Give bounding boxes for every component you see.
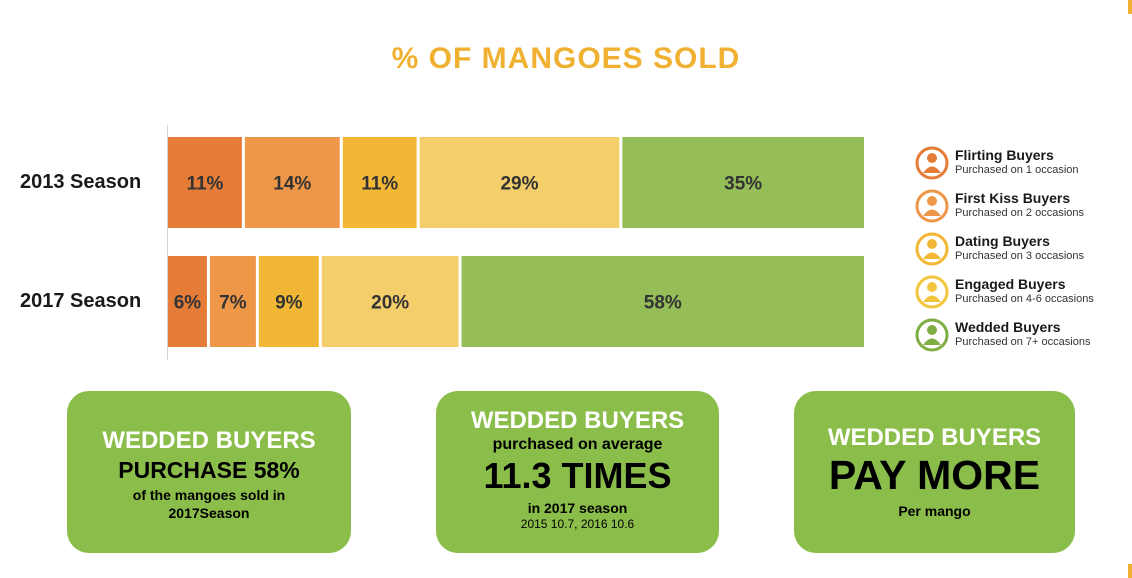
- person-icon: [915, 318, 949, 352]
- data-label: 7%: [219, 293, 247, 314]
- data-label: 58%: [644, 293, 682, 314]
- card-big-text: 11.3 TIMES: [483, 455, 672, 496]
- card-heading: WEDDED BUYERS: [470, 407, 685, 434]
- legend-name: First Kiss Buyers: [955, 190, 1071, 206]
- data-label: 35%: [724, 174, 762, 195]
- card-heading: WEDDED BUYERS: [827, 424, 1042, 451]
- card-heading: WEDDED BUYERS: [102, 427, 316, 454]
- bar-segment: [461, 256, 864, 347]
- legend-name: Wedded Buyers: [955, 319, 1061, 335]
- stat-card-average-purchases: WEDDED BUYERS purchased on average 11.3 …: [436, 391, 719, 553]
- person-icon: [915, 275, 949, 309]
- card-big-text: PAY MORE: [828, 452, 1041, 498]
- legend-item-dating: Dating Buyers Purchased on 3 occasions: [915, 232, 1125, 275]
- legend-sub: Purchased on 2 occasions: [955, 207, 1085, 219]
- legend-name: Engaged Buyers: [955, 276, 1066, 292]
- data-label: 6%: [174, 293, 202, 314]
- data-label: 9%: [275, 293, 303, 314]
- person-icon: [915, 146, 949, 180]
- legend-sub: Purchased on 7+ occasions: [955, 336, 1091, 348]
- data-label: 11%: [186, 174, 223, 195]
- legend-item-flirting: Flirting Buyers Purchased on 1 occasion: [915, 146, 1125, 189]
- bar-segment: [258, 256, 319, 347]
- legend-item-wedded: Wedded Buyers Purchased on 7+ occasions: [915, 318, 1125, 361]
- legend-item-engaged: Engaged Buyers Purchased on 4-6 occasion…: [915, 275, 1125, 318]
- corner-accent: [1128, 0, 1132, 14]
- corner-accent: [1128, 564, 1132, 578]
- legend-sub: Purchased on 1 occasion: [955, 164, 1079, 176]
- legend-name: Dating Buyers: [955, 233, 1050, 249]
- card-line: 2015 10.7, 2016 10.6: [520, 517, 635, 531]
- bar-segment: [342, 137, 417, 228]
- card-line: Per mango: [898, 503, 971, 519]
- card-line: purchased on average: [492, 436, 663, 453]
- legend-sub: Purchased on 3 occasions: [955, 250, 1085, 262]
- person-icon: [915, 232, 949, 266]
- bar-segment: [419, 137, 620, 228]
- legend: Flirting Buyers Purchased on 1 occasion …: [915, 146, 1125, 361]
- row-label-2013: 2013 Season: [20, 171, 142, 193]
- data-label: 14%: [273, 174, 311, 195]
- bar-segment: [209, 256, 256, 347]
- bar-segment: [622, 137, 864, 228]
- card-line: in 2017 season: [527, 500, 628, 516]
- data-label: 29%: [500, 174, 538, 195]
- stacked-bar-chart: 11% 14% 11% 29% 35% 6% 7% 9% 20% 58%: [167, 125, 864, 360]
- card-line: of the mangoes sold in: [132, 487, 286, 503]
- chart-title: % OF MANGOES SOLD: [391, 42, 741, 75]
- data-label: 20%: [371, 293, 409, 314]
- card-line: 2017Season: [168, 505, 250, 521]
- legend-name: Flirting Buyers: [955, 147, 1054, 163]
- bar-segment: [321, 256, 459, 347]
- person-icon: [915, 189, 949, 223]
- row-label-2017: 2017 Season: [20, 290, 142, 312]
- stat-card-purchase-share: WEDDED BUYERS PURCHASE 58% of the mangoe…: [67, 391, 351, 553]
- legend-sub: Purchased on 4-6 occasions: [955, 293, 1094, 305]
- bar-segment: [168, 256, 207, 347]
- legend-item-first-kiss: First Kiss Buyers Purchased on 2 occasio…: [915, 189, 1125, 232]
- bar-segment: [168, 137, 242, 228]
- data-label: 11%: [361, 174, 398, 195]
- stat-card-pay-more: WEDDED BUYERS PAY MORE Per mango: [794, 391, 1075, 553]
- card-big-text: PURCHASE 58%: [118, 457, 300, 483]
- bar-segment: [244, 137, 340, 228]
